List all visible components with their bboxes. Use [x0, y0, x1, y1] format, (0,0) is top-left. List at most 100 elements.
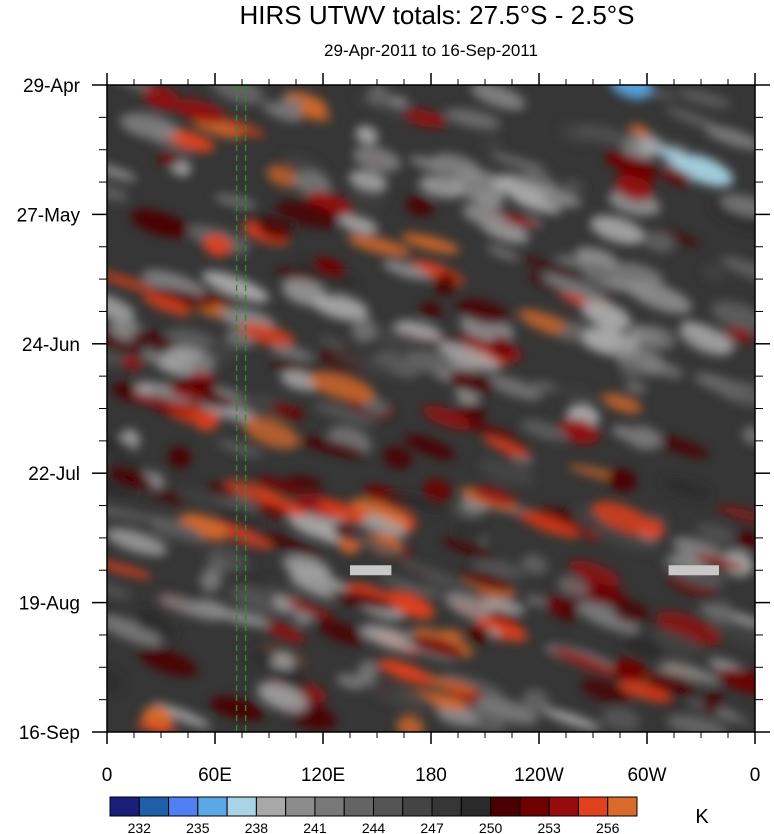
field-blob [345, 532, 407, 558]
field-blob [360, 624, 420, 652]
field-blob [450, 505, 479, 520]
field-blob [580, 678, 631, 705]
field-blob [477, 458, 536, 486]
field-blob [490, 153, 547, 172]
field-blob [257, 502, 288, 518]
field-blob [224, 480, 283, 504]
field-blob [471, 694, 538, 725]
field-blob [135, 610, 164, 632]
field-blob [575, 124, 632, 145]
field-blob [270, 667, 311, 690]
colorbar-swatch [402, 796, 433, 817]
field-blob [193, 599, 228, 614]
field-blob [379, 575, 443, 599]
field-blob [601, 707, 641, 732]
field-blob [645, 670, 697, 696]
field-blob [475, 618, 528, 642]
field-blob [421, 676, 478, 695]
field-blob [486, 245, 520, 261]
field-blob [350, 498, 410, 529]
colorbar-swatch [490, 796, 521, 817]
field-blob [520, 419, 569, 442]
field-blob [176, 488, 231, 507]
field-blob [107, 184, 129, 202]
field-blob [178, 513, 229, 540]
field-blob [354, 512, 408, 536]
field-blob [396, 715, 424, 732]
field-blob [130, 393, 192, 414]
field-blob [647, 630, 702, 656]
colorbar-swatch [577, 796, 609, 817]
chart-subtitle: 29-Apr-2011 to 16-Sep-2011 [324, 41, 538, 60]
field-blob [629, 124, 650, 137]
field-blob [157, 153, 180, 167]
field-blob [468, 423, 516, 440]
x-axis: 0 60E 120E 180 120W 60W 0 [102, 73, 760, 786]
field-blob [266, 165, 301, 188]
field-blob [214, 491, 259, 514]
field-blob [462, 203, 508, 229]
field-blob [375, 324, 401, 342]
field-blob [338, 214, 379, 235]
field-blob [445, 593, 498, 622]
missing-data-segment [350, 565, 392, 576]
field-blob [644, 231, 675, 253]
colorbar-label: 247 [420, 820, 444, 834]
field-blob [213, 522, 274, 549]
field-blob [711, 301, 755, 332]
field-blob [437, 341, 500, 372]
field-blob [483, 436, 532, 458]
field-blob [434, 271, 457, 297]
colorbar-label: 256 [596, 820, 620, 834]
field-blob [716, 381, 755, 406]
field-blob [614, 175, 654, 202]
field-blob [456, 167, 501, 181]
field-blob [448, 369, 495, 395]
field-blob [436, 705, 479, 726]
field-blob [420, 301, 442, 319]
colorbar-label: 244 [362, 820, 386, 834]
field-blob [355, 125, 379, 145]
field-blob [206, 484, 236, 497]
field-blob [677, 89, 732, 108]
field-blob [107, 271, 155, 293]
field-blob [624, 380, 647, 394]
field-blob [256, 216, 293, 241]
field-blob [351, 317, 377, 343]
field-blob [270, 402, 305, 420]
y-tick-label: 19-Aug [19, 594, 80, 615]
field-blob [318, 336, 346, 349]
field-blob [107, 436, 136, 455]
field-blob [704, 125, 755, 150]
colorbar-swatch [431, 796, 462, 817]
field-blob [472, 485, 517, 507]
field-blob [203, 291, 238, 307]
x-tick-label: 60W [627, 765, 666, 786]
field-blob [239, 323, 296, 347]
field-blob [216, 439, 263, 458]
missing-data-segment [668, 565, 719, 576]
colorbar-swatch [607, 796, 638, 817]
field-blob [557, 418, 600, 444]
field-blob [638, 519, 665, 539]
field-blob [265, 622, 306, 644]
field-blob [574, 247, 618, 268]
field-blob [168, 385, 207, 401]
field-blob [456, 298, 510, 325]
chart-title: HIRS UTWV totals: 27.5°S - 2.5°S [239, 0, 634, 30]
field-blob [623, 634, 664, 658]
field-blob [520, 554, 548, 575]
field-blob [406, 349, 454, 375]
colorbar-swatch [109, 796, 140, 817]
colorbar-label: 250 [479, 820, 503, 834]
field-blob [107, 614, 163, 647]
field-blob [617, 681, 672, 702]
colorbar-label: 238 [245, 820, 269, 834]
field-blob [311, 295, 369, 321]
field-blob [461, 569, 514, 592]
field-blob [107, 508, 151, 522]
field-blob [385, 590, 435, 619]
field-blob [348, 170, 388, 191]
field-blob [152, 527, 202, 542]
